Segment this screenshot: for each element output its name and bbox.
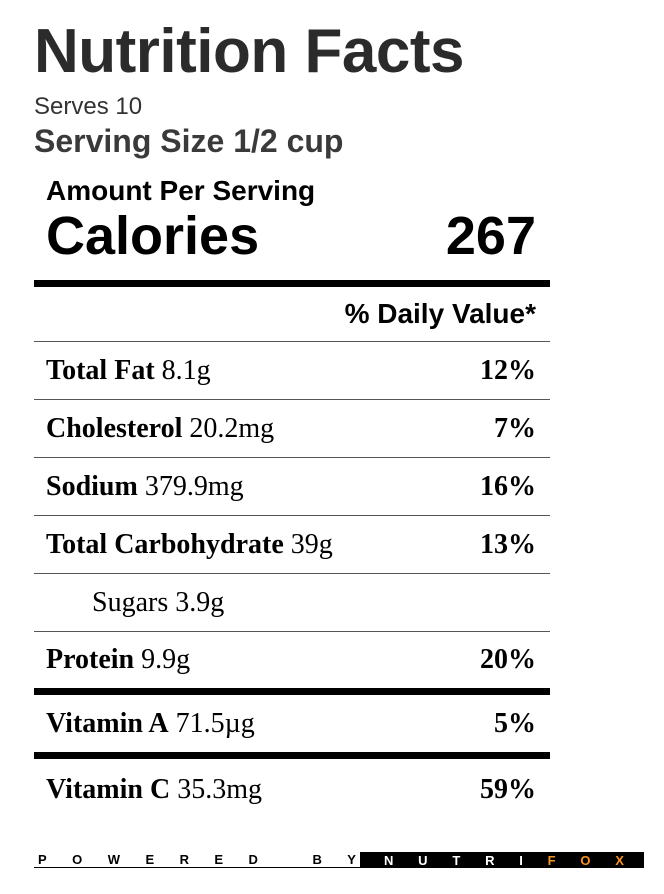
- brand-letter: U: [418, 852, 428, 868]
- footer-letter: R: [179, 852, 189, 867]
- brand-letter-accent: X: [615, 852, 624, 868]
- calories-row: Calories 267: [34, 206, 550, 287]
- servings-count: Serves 10: [34, 93, 143, 120]
- nutrient-name: Cholesterol: [46, 412, 183, 444]
- nutrient-row-sodium: Sodium 379.9mg 16%: [34, 458, 550, 516]
- vitamin-amount: 35.3mg: [177, 774, 262, 805]
- nutrient-daily-value: 13%: [480, 528, 536, 560]
- nutrient-row-cholesterol: Cholesterol 20.2mg 7%: [34, 400, 550, 458]
- vitamin-row-a: Vitamin A 71.5µg 5%: [34, 695, 550, 759]
- nutrient-name: Sodium: [46, 470, 138, 502]
- nutrient-name: Sugars: [92, 586, 169, 618]
- footer-letter: P: [38, 852, 47, 867]
- nutrient-amount: 8.1g: [161, 354, 211, 386]
- amount-per-serving-heading: Amount Per Serving: [46, 175, 316, 206]
- nutrient-row-total-carbohydrate: Total Carbohydrate 39g 13%: [34, 516, 550, 574]
- nutrient-amount: 379.9mg: [144, 470, 244, 502]
- calories-value: 267: [445, 206, 536, 266]
- nutrient-daily-value: 12%: [480, 354, 536, 386]
- vitamin-name: Vitamin A: [46, 707, 169, 739]
- brand-letter: R: [485, 852, 495, 868]
- brand-letter: T: [452, 852, 461, 868]
- footer-letter: W: [107, 852, 120, 867]
- nutrient-name: Protein: [46, 644, 135, 675]
- nutrient-name: Total Fat: [46, 354, 155, 386]
- nutrition-label: Nutrition Facts Serves 10 Serving Size 1…: [34, 0, 550, 821]
- footer-letter: E: [145, 852, 155, 867]
- footer-letter: E: [214, 852, 224, 867]
- nutrient-amount: 20.2mg: [189, 412, 275, 444]
- nutrient-row-protein: Protein 9.9g 20%: [34, 632, 550, 695]
- nutrient-daily-value: 20%: [480, 644, 536, 675]
- vitamin-row-c: Vitamin C 35.3mg 59%: [34, 759, 550, 821]
- footer-letter: B: [312, 852, 322, 867]
- footer-letter: [283, 852, 287, 867]
- nutrient-amount: 3.9g: [175, 586, 225, 618]
- brand-letter: I: [519, 852, 523, 868]
- footer-letter: D: [248, 852, 258, 867]
- calories-label: Calories: [46, 206, 260, 266]
- nutrient-row-total-fat: Total Fat 8.1g 12%: [34, 342, 550, 400]
- nutrient-row-sugars: Sugars 3.9g: [34, 574, 550, 632]
- nutrient-amount: 9.9g: [141, 644, 191, 675]
- vitamin-daily-value: 5%: [494, 707, 536, 739]
- nutrient-name: Total Carbohydrate: [46, 528, 284, 560]
- nutrient-daily-value: 7%: [494, 412, 536, 444]
- brand-letter-accent: F: [547, 852, 556, 868]
- vitamin-amount: 71.5µg: [175, 707, 255, 739]
- footer-letter: Y: [347, 852, 356, 867]
- vitamin-name: Vitamin C: [46, 774, 171, 805]
- serving-size: Serving Size 1/2 cup: [34, 123, 344, 159]
- daily-value-header: % Daily Value*: [34, 287, 550, 342]
- brand-letter: N: [384, 852, 394, 868]
- footer-letter: O: [72, 852, 83, 867]
- brand-letter-accent: O: [580, 852, 591, 868]
- vitamin-daily-value: 59%: [480, 774, 536, 805]
- nutrient-amount: 39g: [290, 528, 333, 560]
- nutrition-title: Nutrition Facts: [34, 17, 464, 86]
- nutrient-daily-value: 16%: [480, 470, 536, 502]
